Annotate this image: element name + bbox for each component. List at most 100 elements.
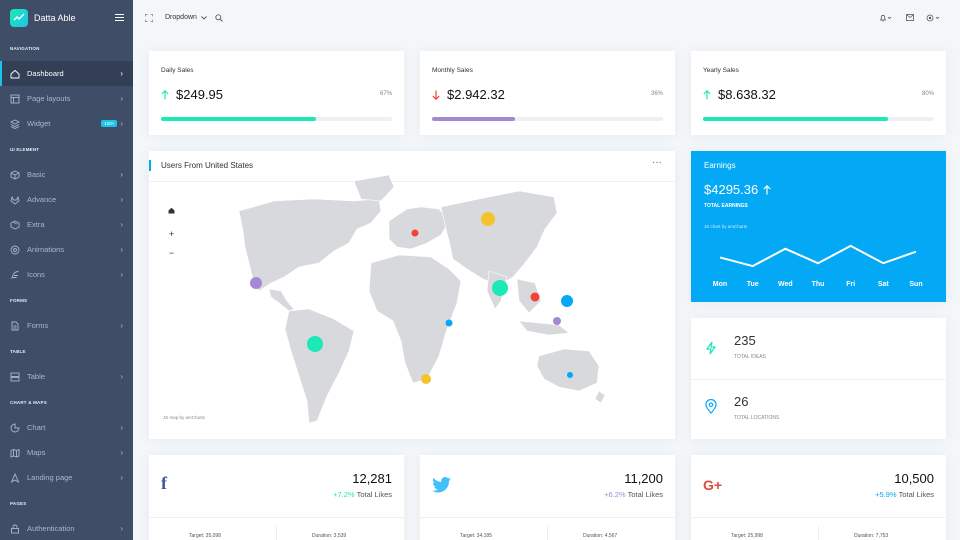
chevron-right-icon: › bbox=[120, 119, 123, 128]
home-icon bbox=[10, 69, 20, 79]
map-marker[interactable] bbox=[411, 229, 419, 237]
arrow-down-icon bbox=[432, 90, 440, 100]
sidebar-item-table[interactable]: Table › bbox=[0, 364, 133, 389]
sidebar-item-animations[interactable]: Animations › bbox=[0, 237, 133, 262]
sidebar-item-icons[interactable]: Icons › bbox=[0, 262, 133, 287]
sidebar-item-page-layouts[interactable]: Page layouts › bbox=[0, 86, 133, 111]
stat-value: 26 bbox=[734, 394, 749, 409]
sidebar-item-label: Landing page bbox=[27, 473, 73, 482]
stat-label: TOTAL IDEAS bbox=[734, 354, 766, 360]
server-icon bbox=[10, 372, 20, 382]
sidebar-item-label: Advance bbox=[27, 195, 57, 204]
twitter-icon bbox=[432, 477, 451, 493]
social-change: +7.2% bbox=[333, 490, 355, 499]
stat-locations: 26 TOTAL LOCATIONS bbox=[691, 379, 946, 440]
chart-credit: JS chart by amCharts bbox=[704, 224, 748, 229]
zoom-out-icon[interactable]: − bbox=[165, 246, 178, 259]
map-marker[interactable] bbox=[250, 277, 262, 289]
x-tick-label: Fri bbox=[846, 281, 855, 288]
social-label: Total Likes bbox=[356, 490, 392, 499]
search-icon[interactable] bbox=[213, 12, 225, 24]
map-marker[interactable] bbox=[567, 372, 573, 378]
x-tick-label: Tue bbox=[747, 281, 759, 288]
earnings-line-chart: Mon Tue Wed Thu Fri Sat Sun bbox=[713, 244, 923, 288]
more-menu-icon[interactable]: ··· bbox=[652, 157, 662, 168]
sidebar-item-authentication[interactable]: Authentication › bbox=[0, 516, 133, 540]
social-likes: +5.9% Total Likes bbox=[875, 490, 934, 499]
gitlab-icon bbox=[10, 195, 20, 205]
nav-caption: UI Element bbox=[10, 146, 40, 152]
menu-toggle-icon[interactable] bbox=[115, 12, 124, 23]
map-marker[interactable] bbox=[561, 295, 573, 307]
header-dropdown[interactable]: Dropdown bbox=[165, 14, 207, 21]
sidebar-item-maps[interactable]: Maps › bbox=[0, 440, 133, 465]
navigation-icon bbox=[10, 472, 20, 483]
settings-icon[interactable] bbox=[926, 12, 942, 24]
map-marker[interactable] bbox=[445, 319, 453, 327]
chevron-right-icon: › bbox=[120, 423, 123, 432]
map-home-icon[interactable] bbox=[165, 204, 178, 217]
sidebar-item-label: Chart bbox=[27, 423, 46, 432]
chevron-down-icon bbox=[201, 15, 207, 20]
sidebar-item-basic[interactable]: Basic › bbox=[0, 162, 133, 187]
sidebar-item-label: Authentication bbox=[27, 524, 75, 533]
google-plus-icon: G+ bbox=[703, 477, 723, 493]
social-value: 11,200 bbox=[624, 471, 663, 486]
social-likes: +6.2% Total Likes bbox=[604, 490, 663, 499]
sidebar-item-forms[interactable]: Forms › bbox=[0, 313, 133, 338]
social-target: Target: 25,998 bbox=[731, 533, 763, 539]
social-label: Total Likes bbox=[898, 490, 934, 499]
sales-title: Yearly Sales bbox=[703, 67, 739, 74]
social-duration: Duration: 4,567 bbox=[583, 533, 618, 539]
sidebar-nav: Navigation Dashboard › Page layouts › Widget 1… bbox=[0, 35, 133, 540]
sidebar-item-dashboard[interactable]: Dashboard › bbox=[0, 61, 133, 86]
map-marker[interactable] bbox=[553, 317, 561, 325]
package-icon bbox=[10, 219, 20, 230]
map-marker[interactable] bbox=[492, 280, 508, 296]
sidebar-item-label: Page layouts bbox=[27, 94, 71, 103]
sidebar-item-widget[interactable]: Widget 100+ › bbox=[0, 111, 133, 136]
google-plus-card: G+ 10,500 +5.9% Total Likes Target: 25,9… bbox=[691, 455, 946, 540]
sales-progress-fill bbox=[161, 117, 316, 121]
zoom-in-icon[interactable]: + bbox=[165, 227, 178, 240]
divider bbox=[818, 526, 819, 540]
divider bbox=[691, 379, 946, 380]
nav-caption: Pages bbox=[10, 500, 27, 506]
chevron-right-icon: › bbox=[120, 195, 123, 204]
nav-caption: Table bbox=[10, 348, 26, 354]
twitter-card: 11,200 +6.2% Total Likes Target: 34,185 … bbox=[420, 455, 675, 540]
social-change: +6.2% bbox=[604, 490, 626, 499]
sales-value-text: $8.638.32 bbox=[718, 87, 776, 102]
map-marker[interactable] bbox=[307, 336, 323, 352]
sidebar-item-label: Animations bbox=[27, 245, 65, 254]
map-credit: JS map by amCharts bbox=[163, 415, 206, 420]
sidebar-item-label: Icons bbox=[27, 270, 45, 279]
brand-logo-icon[interactable] bbox=[10, 8, 28, 27]
sidebar-item-landing-page[interactable]: Landing page › bbox=[0, 465, 133, 490]
earnings-value: $4295.36 bbox=[704, 182, 771, 197]
map-icon bbox=[10, 448, 20, 458]
box-icon bbox=[10, 169, 20, 180]
daily-sales-card: Daily Sales $249.95 67% bbox=[149, 51, 404, 135]
map-marker[interactable] bbox=[530, 292, 540, 302]
map-marker[interactable] bbox=[481, 212, 495, 226]
map-marker[interactable] bbox=[421, 374, 431, 384]
world-map bbox=[238, 174, 606, 424]
sidebar-item-advance[interactable]: Advance › bbox=[0, 187, 133, 212]
x-tick-label: Sat bbox=[878, 281, 890, 288]
social-value: 10,500 bbox=[894, 471, 934, 486]
sidebar-item-label: Widget bbox=[27, 119, 51, 128]
social-label: Total Likes bbox=[627, 490, 663, 499]
sidebar-item-label: Dashboard bbox=[27, 69, 64, 78]
sidebar-item-extra[interactable]: Extra › bbox=[0, 212, 133, 237]
chevron-right-icon: › bbox=[120, 245, 123, 254]
fullscreen-icon[interactable] bbox=[143, 12, 155, 24]
brand: Datta Able bbox=[0, 0, 133, 35]
social-target: Target: 34,185 bbox=[460, 533, 492, 539]
social-value: 12,281 bbox=[352, 471, 392, 486]
bell-icon[interactable] bbox=[878, 12, 894, 24]
mail-icon[interactable] bbox=[904, 12, 916, 24]
card-header: Users From United States ··· bbox=[149, 151, 675, 182]
sidebar-item-chart[interactable]: Chart › bbox=[0, 415, 133, 440]
sales-percent: 80% bbox=[921, 91, 934, 97]
